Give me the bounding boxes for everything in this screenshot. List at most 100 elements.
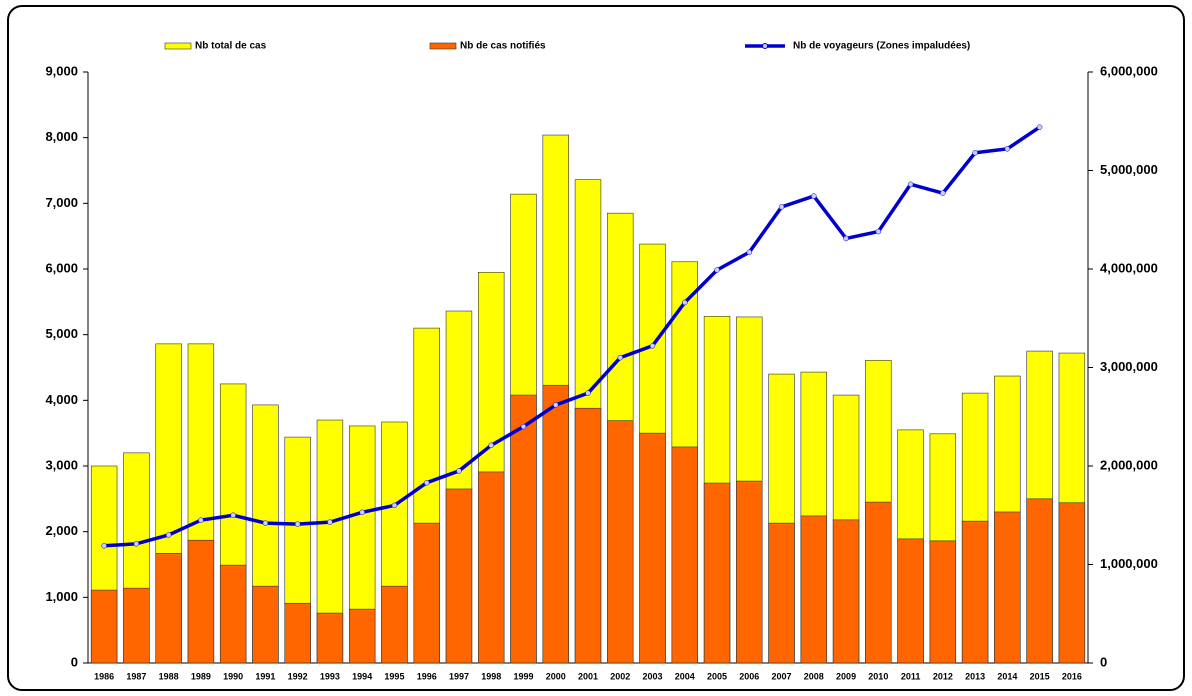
x-tick-label: 2007 — [772, 671, 792, 681]
bar — [187, 539, 215, 664]
bar — [542, 384, 569, 664]
x-tick-label: 2016 — [1062, 671, 1082, 681]
x-tick-label: 2010 — [868, 671, 888, 681]
y2-tick-label: 3,000,000 — [1100, 359, 1158, 374]
legend-swatch — [429, 42, 457, 50]
line-marker — [520, 423, 527, 430]
line-marker — [811, 193, 817, 199]
x-tick-label: 2005 — [707, 671, 727, 681]
line-marker — [1036, 124, 1043, 130]
y-tick-label: 6,000 — [45, 260, 78, 275]
y-tick-label: 4,000 — [45, 392, 78, 407]
bar — [800, 515, 828, 664]
line-marker — [907, 181, 914, 188]
line-marker — [843, 235, 849, 242]
bar — [1026, 498, 1053, 664]
line-marker — [456, 468, 462, 474]
y-tick-label: 1,000 — [45, 589, 78, 604]
bar — [768, 522, 795, 664]
x-tick-label: 2008 — [804, 671, 824, 681]
line-marker — [972, 150, 978, 156]
bar — [1058, 502, 1086, 664]
bar — [961, 520, 989, 664]
bar — [348, 608, 376, 664]
x-tick-label: 1999 — [513, 671, 533, 681]
bar — [929, 540, 957, 664]
bar — [510, 394, 537, 664]
y2-tick-label: 5,000,000 — [1100, 162, 1158, 177]
y-tick-label: 0 — [71, 654, 78, 669]
x-tick-label: 2012 — [933, 671, 953, 681]
y-tick-label: 8,000 — [45, 129, 78, 144]
bar — [219, 564, 247, 664]
y2-tick-label: 4,000,000 — [1100, 260, 1158, 275]
bar — [381, 585, 408, 664]
bar — [316, 612, 344, 664]
x-tick-label: 2009 — [836, 671, 856, 681]
legend-label: Nb total de cas — [195, 41, 267, 52]
x-tick-label: 1998 — [481, 671, 501, 681]
line-marker — [940, 190, 946, 196]
line-marker — [198, 517, 204, 523]
line-marker — [714, 267, 720, 273]
bar — [445, 488, 473, 664]
line-marker — [391, 502, 398, 509]
x-tick-label: 1995 — [384, 671, 404, 681]
bar — [155, 553, 182, 664]
bar — [413, 522, 440, 664]
x-tick-label: 1994 — [352, 671, 372, 681]
bar — [252, 585, 279, 664]
y2-tick-label: 6,000,000 — [1100, 63, 1158, 78]
x-tick-label: 1993 — [320, 671, 340, 681]
bar — [671, 446, 698, 664]
bar — [574, 407, 602, 664]
y2-tick-label: 2,000,000 — [1100, 457, 1158, 472]
line-marker — [1004, 146, 1011, 152]
y-tick-label: 2,000 — [45, 523, 78, 538]
bar — [703, 482, 731, 664]
line-marker — [101, 543, 107, 549]
line-marker — [488, 442, 494, 449]
y2-tick-label: 1,000,000 — [1100, 556, 1158, 571]
y-tick-label: 7,000 — [45, 195, 78, 210]
line — [104, 125, 1041, 548]
x-tick-label: 2013 — [965, 671, 985, 681]
legend-label: Nb de voyageurs (Zones impaludées) — [793, 41, 970, 52]
x-tick-label: 2000 — [546, 671, 566, 681]
bar — [607, 420, 634, 664]
x-tick-label: 1986 — [94, 671, 114, 681]
x-tick-label: 2002 — [610, 671, 630, 681]
bar — [90, 589, 118, 664]
line-marker — [585, 390, 591, 396]
line-marker — [617, 354, 624, 361]
line-marker — [875, 228, 882, 235]
y-tick-label: 9,000 — [45, 63, 78, 78]
x-tick-label: 2006 — [739, 671, 759, 681]
legend-swatch-marker — [762, 43, 768, 49]
line-marker — [682, 299, 688, 306]
x-tick-label: 1996 — [417, 671, 437, 681]
x-tick-label: 2014 — [997, 671, 1017, 681]
line-marker — [746, 249, 753, 256]
line-marker — [262, 520, 269, 526]
x-tick-label: 1988 — [159, 671, 179, 681]
bar — [123, 587, 150, 664]
x-tick-label: 1989 — [191, 671, 211, 681]
y-tick-label: 5,000 — [45, 326, 78, 341]
bar — [284, 602, 311, 664]
x-tick-label: 1997 — [449, 671, 469, 681]
x-tick-label: 1990 — [223, 671, 243, 681]
x-tick-label: 1987 — [126, 671, 146, 681]
line-marker — [294, 521, 301, 527]
bar — [478, 471, 505, 664]
x-tick-label: 2015 — [1030, 671, 1050, 681]
line-marker — [552, 402, 559, 408]
line-marker — [133, 541, 140, 547]
bar — [736, 480, 763, 664]
bar — [639, 432, 666, 664]
y2-tick-label: 0 — [1100, 654, 1107, 669]
legend-swatch — [164, 42, 192, 50]
line-marker — [423, 479, 430, 486]
